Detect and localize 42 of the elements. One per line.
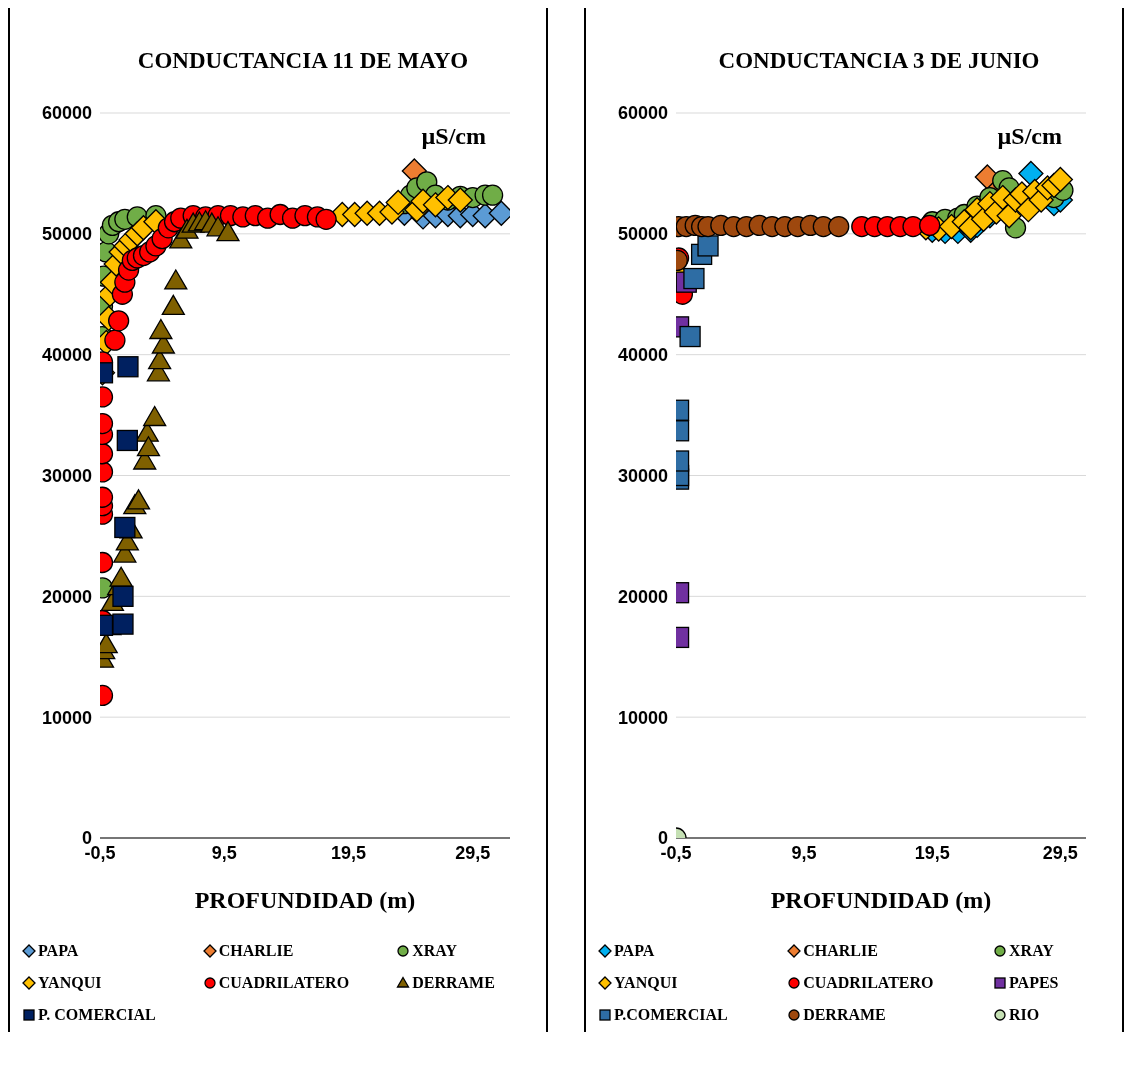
legend-label: PAPA — [38, 942, 79, 960]
chart-title: CONDUCTANCIA 11 DE MAYO — [136, 48, 470, 74]
legend-label: XRAY — [1009, 942, 1054, 960]
x-tick-label: 19,5 — [914, 842, 950, 863]
legend-label: RIO — [1009, 1006, 1040, 1024]
y-tick-label: 50000 — [41, 224, 92, 245]
legend-label: P. COMERCIAL — [38, 1006, 156, 1024]
annotation: µS/cm — [421, 123, 486, 150]
legend-label: XRAY — [412, 942, 457, 960]
annotation: µS/cm — [997, 123, 1062, 150]
y-tick-label: 40000 — [617, 345, 668, 366]
legend-label: CHARLIE — [803, 942, 878, 960]
x-axis-title: PROFUNDIDAD (m) — [770, 887, 992, 913]
y-tick-label: 20000 — [617, 586, 668, 607]
y-tick-label: 40000 — [41, 345, 92, 366]
legend-label: DERRAME — [412, 974, 495, 992]
legend-label: DERRAME — [803, 1006, 886, 1024]
legend-label: YANQUI — [614, 974, 678, 992]
x-tick-label: 19,5 — [330, 842, 367, 863]
y-tick-label: 60000 — [617, 103, 668, 124]
x-tick-label: 9,5 — [791, 842, 817, 863]
x-tick-label: 29,5 — [1042, 842, 1078, 863]
chart-title: CONDUCTANCIA 3 DE JUNIO — [717, 48, 1041, 74]
y-tick-label: 20000 — [41, 586, 92, 607]
legend-label: CUADRILATERO — [803, 974, 934, 992]
y-tick-label: 30000 — [617, 465, 668, 486]
legend-label: P.COMERCIAL — [614, 1006, 728, 1024]
y-tick-label: 0 — [81, 828, 92, 849]
y-tick-label: 10000 — [41, 707, 92, 728]
legend-label: CUADRILATERO — [218, 974, 350, 992]
y-tick-label: 60000 — [41, 103, 92, 124]
legend-label: PAPES — [1009, 974, 1059, 992]
y-tick-label: 10000 — [617, 707, 668, 728]
x-tick-label: 29,5 — [455, 842, 491, 863]
x-tick-label: 9,5 — [211, 842, 237, 863]
y-tick-label: 30000 — [41, 465, 92, 486]
legend-label: YANQUI — [38, 974, 102, 992]
legend-label: PAPA — [614, 942, 655, 960]
y-tick-label: 0 — [657, 828, 668, 849]
x-axis-title: PROFUNDIDAD (m) — [194, 887, 416, 913]
y-tick-label: 50000 — [617, 224, 668, 245]
legend-label: CHARLIE — [218, 942, 294, 960]
